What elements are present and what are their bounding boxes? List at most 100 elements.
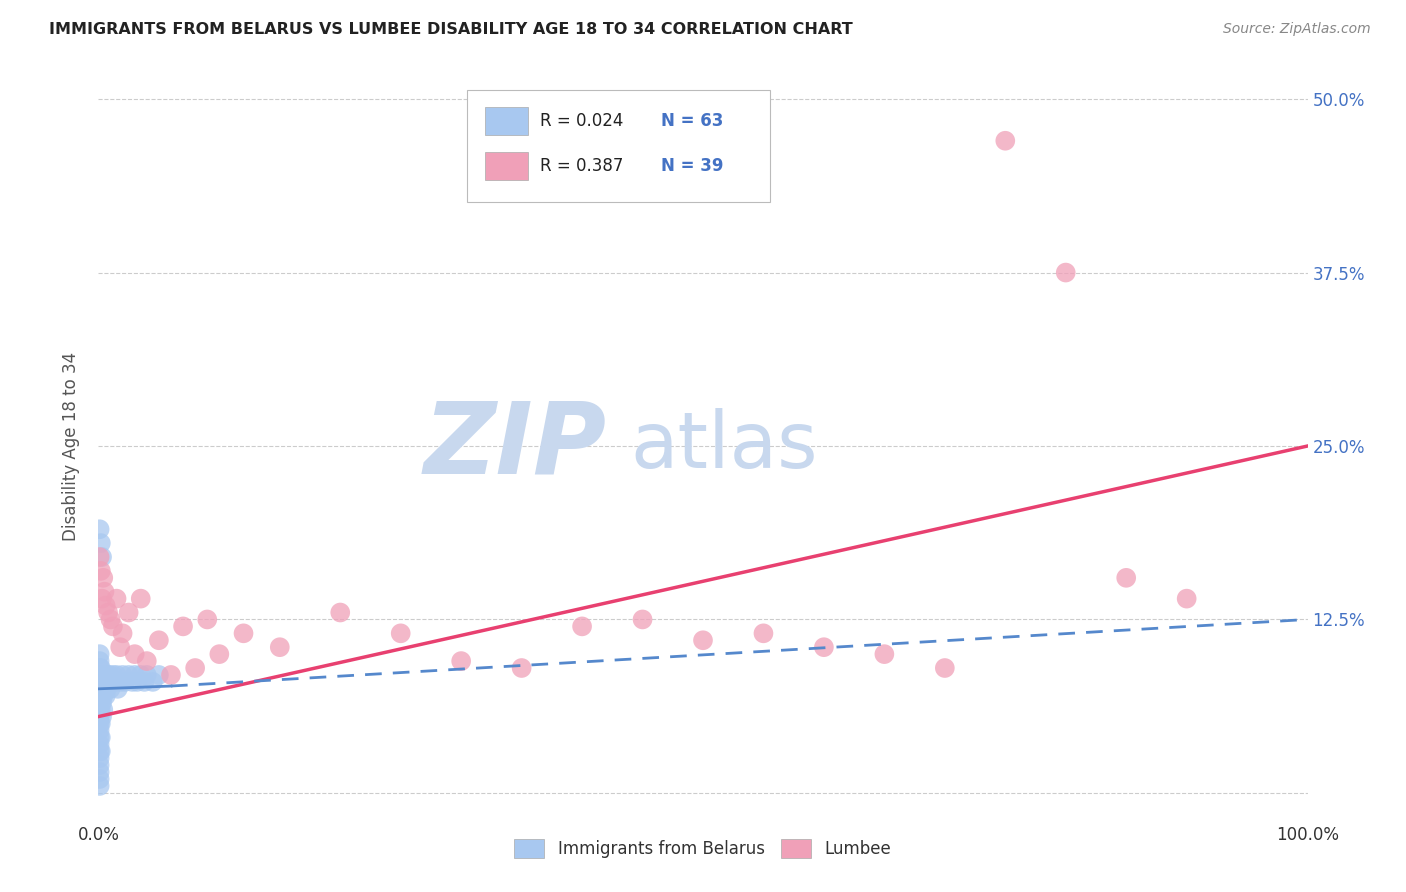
- Bar: [485, 106, 527, 135]
- Text: Source: ZipAtlas.com: Source: ZipAtlas.com: [1223, 22, 1371, 37]
- Point: [100, 612, 122, 626]
- Text: ZIP: ZIP: [423, 398, 606, 494]
- Point: [93, 584, 115, 599]
- Point: [90, 674, 112, 689]
- Point: [96, 681, 118, 696]
- Point: [114, 674, 136, 689]
- Point: [692, 633, 714, 648]
- Text: atlas: atlas: [630, 408, 818, 484]
- Point: [752, 626, 775, 640]
- Point: [91, 689, 114, 703]
- Point: [100, 674, 122, 689]
- Point: [232, 626, 254, 640]
- Point: [195, 612, 218, 626]
- Point: [89, 709, 111, 723]
- Point: [89, 779, 111, 793]
- Point: [100, 681, 122, 696]
- Point: [107, 681, 129, 696]
- Point: [89, 731, 111, 745]
- Point: [90, 689, 112, 703]
- Point: [934, 661, 956, 675]
- Point: [329, 606, 352, 620]
- Point: [389, 626, 412, 640]
- Legend: Immigrants from Belarus, Lumbee: Immigrants from Belarus, Lumbee: [508, 832, 898, 864]
- Point: [93, 681, 115, 696]
- Point: [90, 716, 112, 731]
- Point: [89, 744, 111, 758]
- Point: [148, 633, 170, 648]
- Point: [89, 703, 111, 717]
- Point: [1054, 266, 1077, 280]
- Point: [994, 134, 1017, 148]
- FancyBboxPatch shape: [467, 90, 769, 202]
- Y-axis label: Disability Age 18 to 34: Disability Age 18 to 34: [62, 351, 80, 541]
- Point: [184, 661, 207, 675]
- Point: [89, 751, 111, 765]
- Point: [1115, 571, 1137, 585]
- Point: [121, 674, 143, 689]
- Point: [91, 681, 114, 696]
- Point: [91, 703, 114, 717]
- Point: [135, 654, 157, 668]
- Point: [89, 681, 111, 696]
- Text: N = 63: N = 63: [661, 112, 723, 130]
- Point: [105, 591, 128, 606]
- Text: N = 39: N = 39: [661, 157, 723, 175]
- Point: [89, 661, 111, 675]
- Point: [91, 668, 114, 682]
- Point: [111, 668, 134, 682]
- Point: [148, 668, 170, 682]
- Point: [135, 668, 157, 682]
- Text: IMMIGRANTS FROM BELARUS VS LUMBEE DISABILITY AGE 18 TO 34 CORRELATION CHART: IMMIGRANTS FROM BELARUS VS LUMBEE DISABI…: [49, 22, 853, 37]
- Point: [90, 661, 112, 675]
- Point: [90, 744, 112, 758]
- Point: [89, 654, 111, 668]
- Point: [813, 640, 835, 655]
- Point: [91, 591, 114, 606]
- Text: R = 0.024: R = 0.024: [540, 112, 623, 130]
- Point: [129, 668, 152, 682]
- Point: [450, 654, 472, 668]
- Point: [89, 716, 111, 731]
- Point: [89, 522, 111, 536]
- Point: [103, 674, 125, 689]
- Point: [96, 668, 118, 682]
- Point: [91, 571, 114, 585]
- Point: [91, 709, 114, 723]
- Point: [91, 674, 114, 689]
- Point: [129, 591, 152, 606]
- Point: [108, 640, 131, 655]
- Point: [89, 674, 111, 689]
- Point: [89, 765, 111, 780]
- Point: [97, 674, 120, 689]
- Point: [90, 731, 112, 745]
- Point: [127, 674, 149, 689]
- Point: [134, 674, 156, 689]
- Point: [269, 640, 291, 655]
- Bar: [485, 152, 527, 180]
- Point: [89, 689, 111, 703]
- Point: [208, 647, 231, 661]
- Point: [124, 647, 146, 661]
- Point: [105, 668, 128, 682]
- Point: [510, 661, 533, 675]
- Point: [91, 696, 114, 710]
- Point: [89, 758, 111, 772]
- Text: R = 0.387: R = 0.387: [540, 157, 623, 175]
- Point: [94, 674, 117, 689]
- Point: [90, 703, 112, 717]
- Point: [98, 668, 121, 682]
- Point: [118, 668, 141, 682]
- Point: [124, 668, 146, 682]
- Point: [90, 564, 112, 578]
- Point: [89, 737, 111, 751]
- Point: [89, 696, 111, 710]
- Point: [172, 619, 194, 633]
- Point: [571, 619, 593, 633]
- Point: [111, 626, 134, 640]
- Point: [631, 612, 654, 626]
- Point: [89, 723, 111, 738]
- Point: [101, 619, 124, 633]
- Point: [89, 549, 111, 564]
- Point: [142, 674, 165, 689]
